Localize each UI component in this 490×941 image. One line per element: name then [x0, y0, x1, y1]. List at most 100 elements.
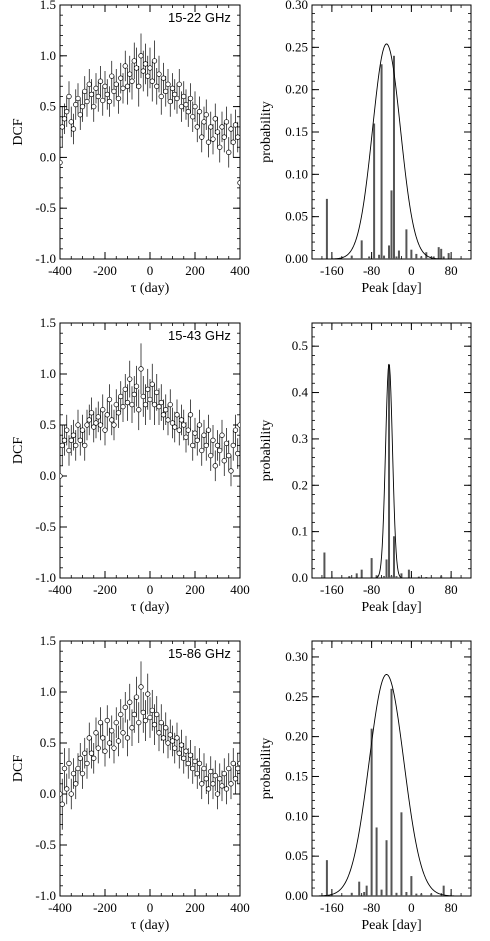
- y-tick-label: 0.15: [285, 768, 308, 783]
- y-tick-label: 0.5: [40, 99, 56, 114]
- y-tick-label: -0.5: [35, 200, 56, 215]
- data-point: [60, 124, 65, 130]
- data-point: [226, 452, 232, 459]
- data-point: [68, 437, 74, 443]
- histogram-bar: [375, 827, 378, 896]
- data-point: [223, 786, 230, 792]
- x-tick-label: -160: [320, 263, 344, 278]
- y-tick-label: -1.0: [35, 251, 56, 266]
- data-point: [201, 119, 207, 125]
- data-point: [124, 735, 131, 741]
- y-tick-label: 0.10: [285, 808, 308, 823]
- gaussian-fit-curve: [312, 43, 471, 260]
- data-point: [64, 427, 70, 433]
- data-point: [187, 752, 194, 758]
- histogram-bar: [350, 892, 353, 896]
- data-point: [70, 770, 77, 777]
- histogram-bar: [397, 250, 400, 259]
- data-point: [75, 95, 81, 102]
- data-point: [142, 401, 149, 408]
- panel-title: 15-43 GHz: [168, 328, 231, 343]
- data-point: [151, 58, 158, 64]
- histogram-bar: [442, 256, 445, 259]
- data-point: [95, 414, 101, 420]
- data-point: [219, 783, 225, 789]
- data-point: [158, 399, 164, 406]
- y-tick-label: 0.00: [285, 251, 308, 266]
- histogram-bar: [385, 559, 388, 578]
- data-point: [111, 88, 117, 95]
- data-point: [160, 75, 167, 81]
- histogram-bar: [400, 812, 403, 896]
- data-point: [167, 401, 173, 408]
- data-point: [102, 748, 108, 754]
- data-point: [91, 103, 97, 110]
- data-point: [82, 442, 88, 449]
- data-point: [120, 730, 126, 736]
- x-tick-label: -200: [93, 900, 117, 915]
- y-tick-label: 0.0: [40, 786, 56, 801]
- x-tick-label: 200: [185, 900, 205, 915]
- histogram-bar: [383, 576, 386, 578]
- peak-15-43-panel: 0.0 0.1 0.2 0.3 0.4 0.5 -160 -80 0 80 Peak [day] pr…: [259, 322, 472, 615]
- data-point: [163, 725, 169, 731]
- data-point: [104, 412, 110, 418]
- data-point: [214, 791, 221, 797]
- data-point: [187, 412, 194, 418]
- data-point: [217, 144, 223, 150]
- data-point: [237, 180, 240, 186]
- histogram-bar: [415, 893, 418, 896]
- data-point: [111, 422, 117, 428]
- gaussian-fit-curve: [311, 674, 471, 897]
- histogram-bar: [410, 876, 413, 896]
- histogram-bar: [400, 573, 403, 578]
- data-point: [165, 740, 171, 746]
- data-point: [73, 781, 79, 787]
- data-point: [199, 781, 205, 787]
- histogram-bar: [420, 256, 423, 259]
- data-point: [138, 366, 144, 372]
- data-point: [145, 691, 151, 697]
- x-tick-label: -400: [48, 582, 72, 597]
- data-point: [214, 442, 221, 449]
- data-point: [223, 119, 230, 125]
- data-series: [60, 33, 240, 204]
- data-point: [181, 755, 187, 761]
- data-point: [122, 704, 128, 710]
- data-point: [172, 745, 178, 751]
- data-point: [106, 98, 113, 105]
- data-point: [151, 721, 158, 728]
- data-point: [199, 134, 205, 140]
- data-point: [208, 452, 214, 459]
- data-point: [120, 85, 126, 91]
- y-tick-label: 0.30: [285, 0, 308, 12]
- data-point: [86, 81, 92, 87]
- data-point: [178, 103, 185, 110]
- x-tick-label: -400: [48, 263, 72, 278]
- x-tick-label: -80: [363, 263, 380, 278]
- data-point: [133, 383, 140, 389]
- data-point: [73, 442, 79, 449]
- histogram-bar: [395, 576, 398, 578]
- data-point: [129, 401, 135, 408]
- data-point: [232, 122, 239, 128]
- data-point: [66, 760, 72, 767]
- data-point: [82, 750, 88, 756]
- x-axis-title: τ (day): [131, 281, 170, 296]
- data-point: [154, 711, 160, 718]
- data-point: [111, 745, 117, 751]
- data-point: [70, 432, 77, 438]
- data-point: [84, 98, 90, 105]
- histogram-bar: [392, 55, 395, 259]
- data-point: [183, 434, 189, 440]
- data-point: [109, 728, 115, 734]
- data-point: [203, 442, 209, 449]
- y-tick-label: 1.0: [40, 366, 56, 381]
- data-point: [196, 422, 203, 428]
- x-axis-title: Peak [day]: [361, 600, 421, 615]
- histogram-bar: [390, 575, 393, 578]
- data-point: [70, 126, 77, 132]
- data-point: [183, 748, 189, 754]
- data-point: [142, 717, 149, 724]
- data-point: [158, 719, 164, 726]
